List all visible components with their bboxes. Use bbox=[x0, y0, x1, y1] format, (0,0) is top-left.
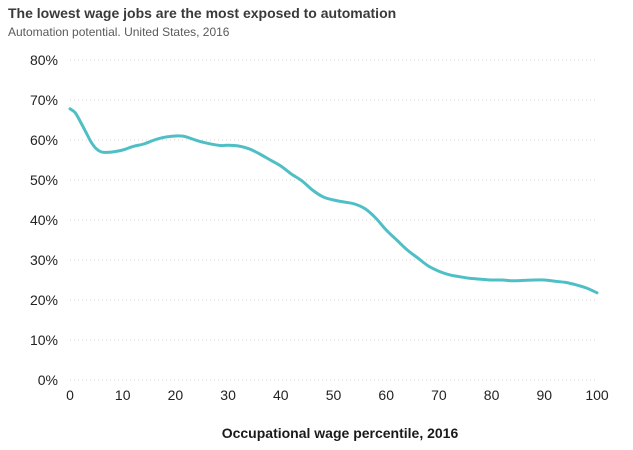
x-tick-label: 60 bbox=[378, 387, 394, 403]
y-tick-label: 50% bbox=[30, 172, 58, 188]
x-tick-label: 30 bbox=[220, 387, 236, 403]
gridlines bbox=[70, 59, 597, 381]
x-axis-ticks: 0 10 20 30 40 50 60 70 80 90 100 bbox=[66, 387, 609, 403]
x-tick-label: 90 bbox=[537, 387, 553, 403]
y-tick-label: 20% bbox=[30, 292, 58, 308]
x-tick-label: 0 bbox=[66, 387, 74, 403]
x-tick-label: 10 bbox=[115, 387, 131, 403]
x-tick-label: 20 bbox=[168, 387, 184, 403]
chart-subtitle: Automation potential. United States, 201… bbox=[8, 25, 230, 39]
x-tick-label: 50 bbox=[326, 387, 342, 403]
x-tick-label: 70 bbox=[431, 387, 447, 403]
y-tick-label: 0% bbox=[38, 372, 58, 388]
y-tick-label: 10% bbox=[30, 332, 58, 348]
y-tick-label: 60% bbox=[30, 132, 58, 148]
y-tick-label: 40% bbox=[30, 212, 58, 228]
y-axis-ticks: 0% 10% 20% 30% 40% 50% 60% 70% 80% bbox=[30, 52, 58, 388]
y-tick-label: 70% bbox=[30, 92, 58, 108]
y-tick-label: 30% bbox=[30, 252, 58, 268]
x-tick-label: 40 bbox=[273, 387, 289, 403]
automation-potential-line bbox=[68, 107, 599, 295]
x-axis-label: Occupational wage percentile, 2016 bbox=[222, 425, 459, 441]
x-tick-label: 80 bbox=[484, 387, 500, 403]
x-tick-label: 100 bbox=[585, 387, 609, 403]
y-tick-label: 80% bbox=[30, 52, 58, 68]
chart-title: The lowest wage jobs are the most expose… bbox=[8, 5, 397, 21]
